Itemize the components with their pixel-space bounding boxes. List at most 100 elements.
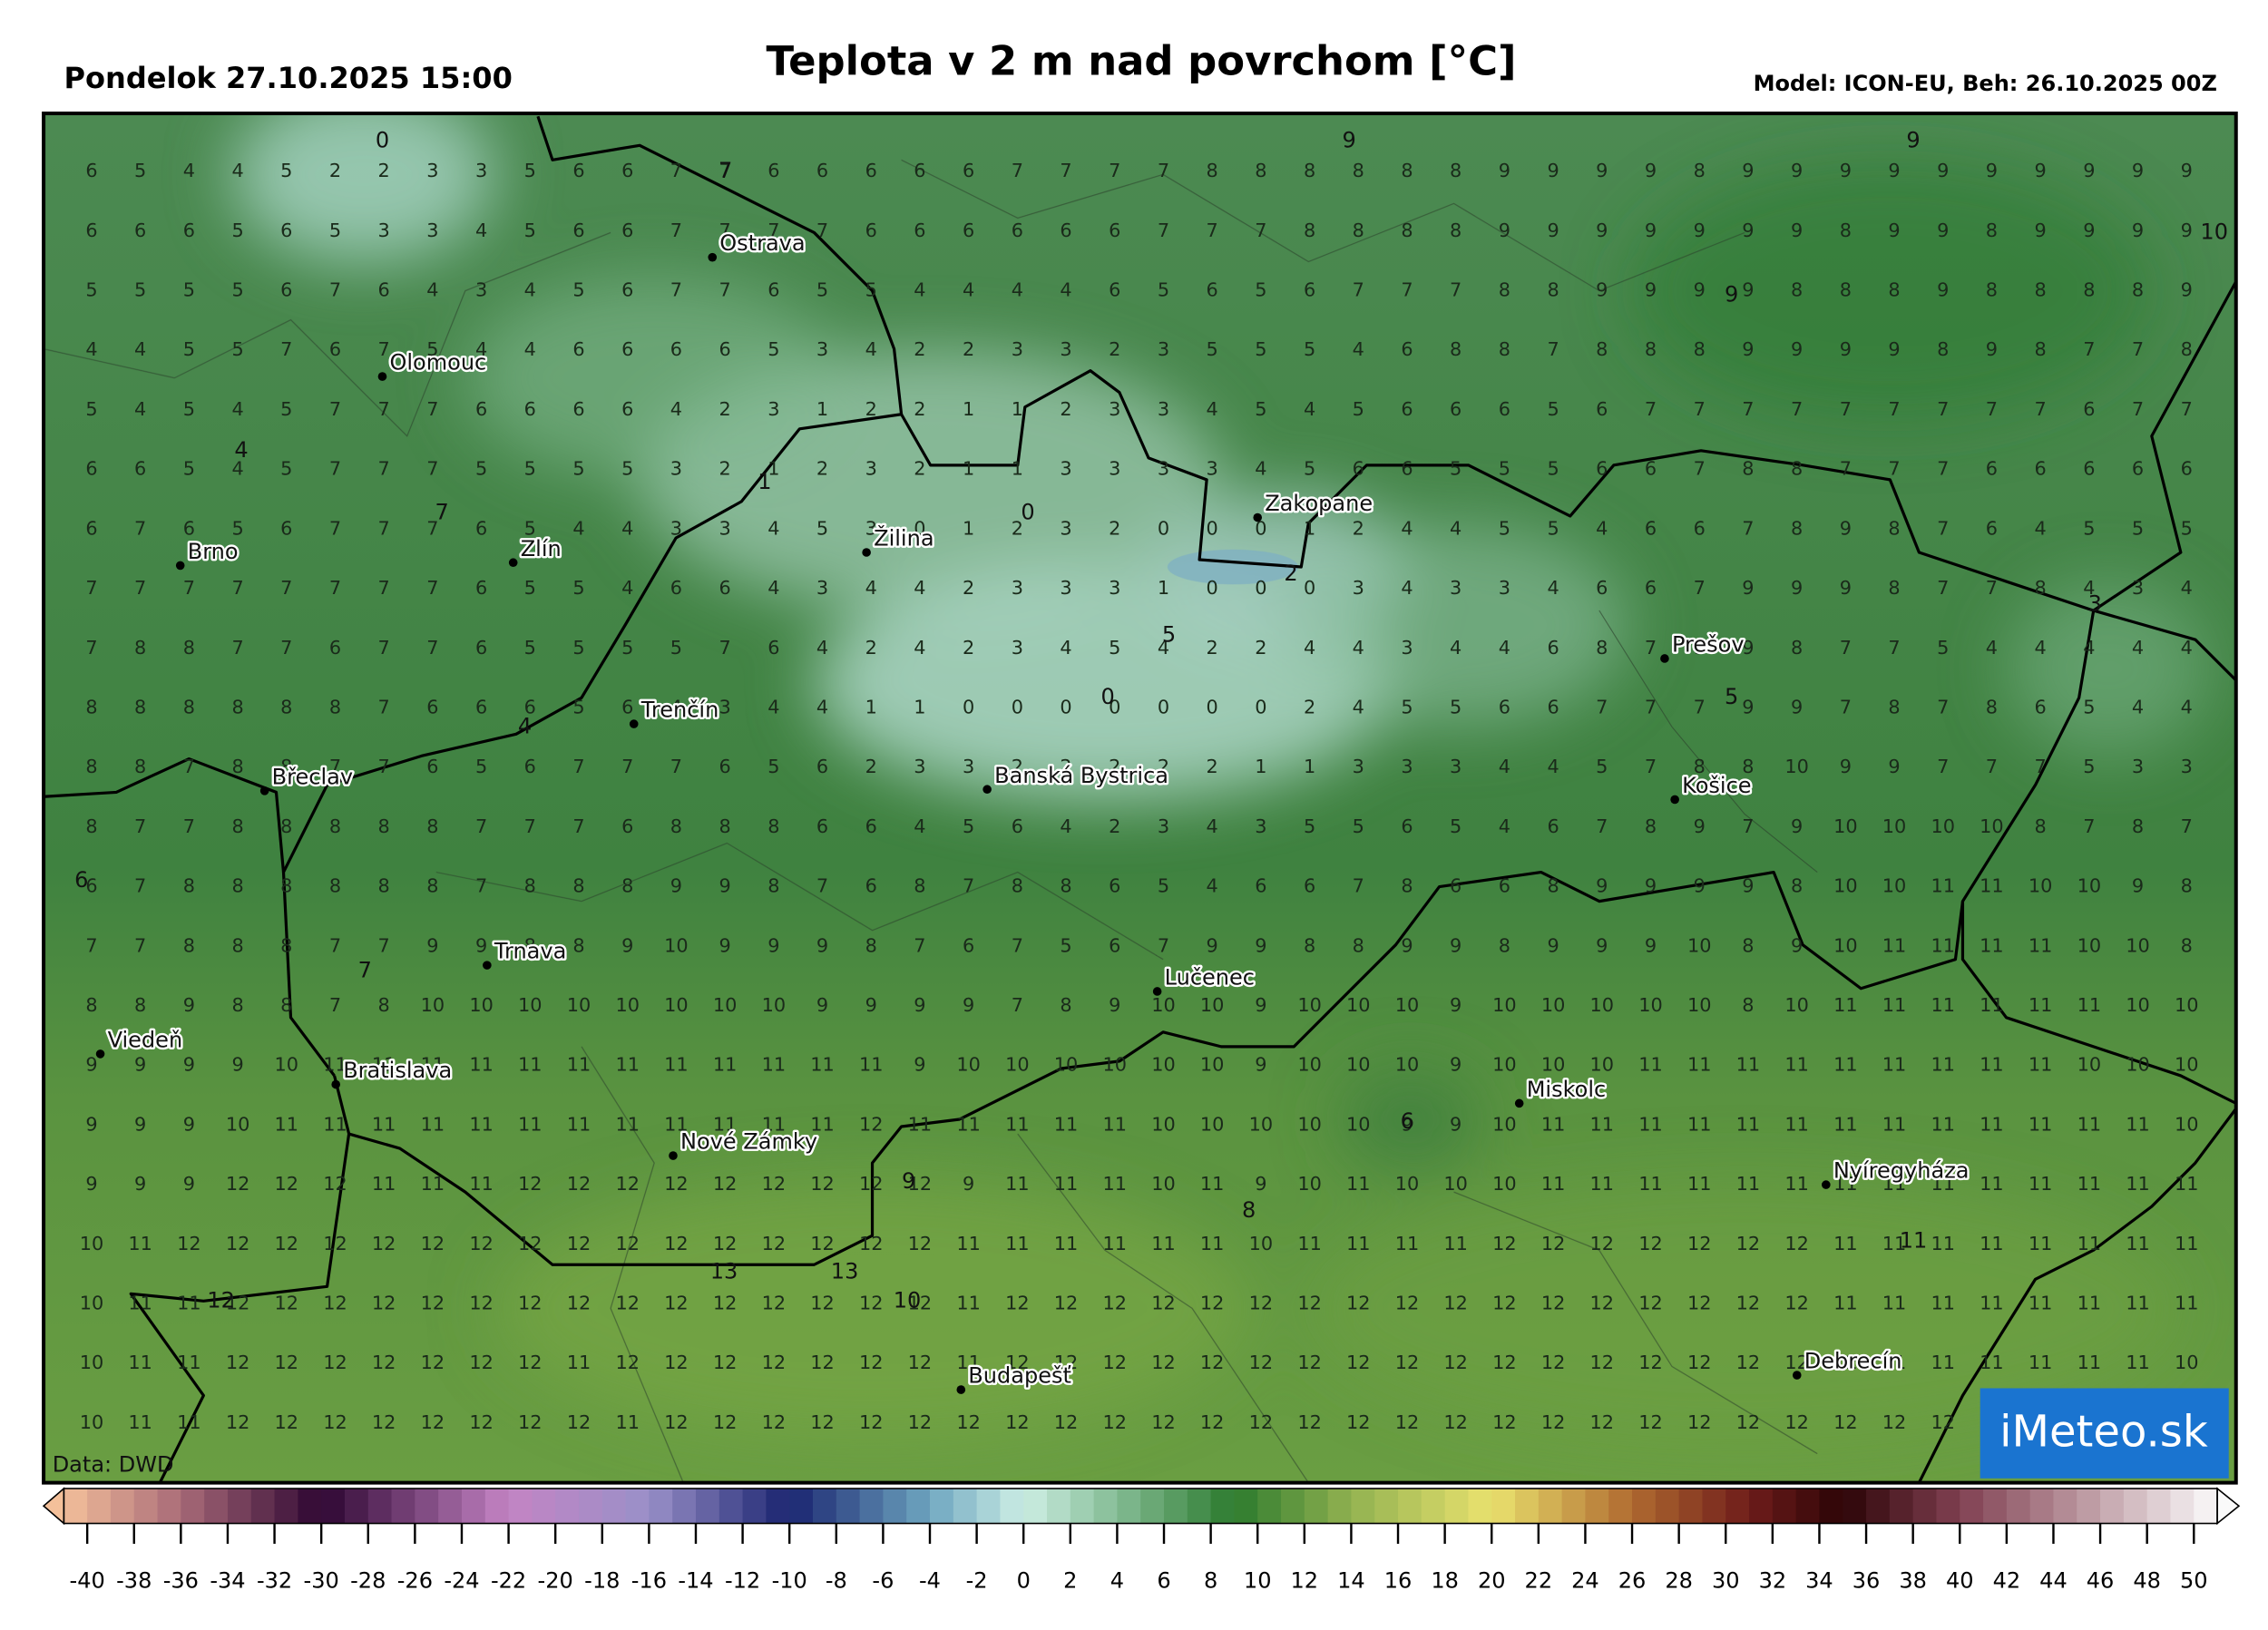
grid-value: 8 [2083, 279, 2095, 301]
grid-value: 8 [231, 934, 243, 956]
grid-value: 7 [378, 696, 390, 717]
grid-value: 7 [378, 577, 390, 599]
grid-value: 6 [524, 756, 536, 777]
grid-value: 11 [1297, 1233, 1322, 1254]
grid-value: 12 [713, 1411, 738, 1433]
grid-value: 2 [914, 398, 925, 420]
grid-value: 11 [2028, 1054, 2053, 1076]
grid-value: 5 [1401, 696, 1413, 717]
grid-value: 11 [1638, 1173, 1663, 1195]
grid-value: 3 [670, 517, 682, 539]
grid-value: 6 [134, 458, 146, 480]
grid-value: 3 [1158, 338, 1169, 360]
grid-value: 10 [2175, 1054, 2199, 1076]
grid-value: 9 [2035, 220, 2047, 241]
grid-value: 3 [2181, 756, 2193, 777]
grid-value: 10 [226, 1113, 250, 1135]
grid-value: 9 [426, 934, 438, 956]
grid-value: 12 [908, 1233, 933, 1254]
grid-value: 8 [2035, 338, 2047, 360]
grid-value: 5 [524, 577, 536, 599]
grid-value: 8 [85, 994, 97, 1016]
colorbar-swatch [2123, 1488, 2148, 1524]
grid-value: 9 [1596, 160, 1608, 181]
grid-value: 9 [1791, 577, 1803, 599]
colorbar-swatch [1819, 1488, 1843, 1524]
grid-value: 12 [1687, 1411, 1712, 1433]
grid-value: 11 [1590, 1173, 1615, 1195]
grid-value: 9 [1547, 220, 1559, 241]
grid-value: 9 [1840, 517, 1852, 539]
grid-value: 6 [1304, 875, 1315, 897]
grid-value: 8 [1742, 994, 1754, 1016]
grid-value: 4 [1547, 756, 1559, 777]
grid-value: 11 [1833, 1233, 1858, 1254]
grid-value: 2 [719, 398, 730, 420]
grid-value: 12 [518, 1411, 543, 1433]
grid-value: 6 [1353, 458, 1364, 480]
grid-value: 12 [908, 1293, 933, 1314]
grid-value: 7 [475, 875, 487, 897]
city-label: Nové Zámky [680, 1129, 817, 1155]
grid-value: 6 [475, 637, 487, 659]
grid-value: 12 [421, 1352, 445, 1373]
grid-value: 9 [1450, 994, 1461, 1016]
city-dot [508, 558, 518, 568]
grid-value: 6 [1255, 875, 1266, 897]
grid-value: 9 [1401, 1113, 1413, 1135]
grid-value: 8 [1986, 696, 1998, 717]
grid-value: 12 [1151, 1352, 1176, 1373]
grid-value: 12 [1736, 1293, 1761, 1314]
grid-value: 12 [1736, 1233, 1761, 1254]
grid-value: 11 [177, 1293, 201, 1314]
grid-value: 4 [816, 696, 828, 717]
grid-value: 11 [2175, 1293, 2199, 1314]
grid-value: 9 [1645, 160, 1657, 181]
grid-value: 11 [372, 1113, 396, 1135]
grid-value: 10 [2175, 994, 2199, 1016]
extreme-value: 5 [1725, 684, 1738, 709]
grid-value: 5 [865, 279, 877, 301]
grid-value: 7 [1888, 637, 1900, 659]
grid-value: 10 [1833, 815, 1858, 837]
grid-value: 9 [2181, 160, 2193, 181]
grid-value: 12 [1882, 1411, 1907, 1433]
grid-value: 2 [329, 160, 341, 181]
grid-value: 11 [1200, 1233, 1225, 1254]
grid-value: 7 [719, 637, 730, 659]
grid-value: 6 [914, 220, 925, 241]
colorbar-swatch [695, 1488, 720, 1524]
grid-value: 6 [280, 517, 292, 539]
grid-value: 10 [664, 934, 689, 956]
colorbar-swatch [344, 1488, 369, 1524]
grid-value: 8 [1742, 458, 1754, 480]
grid-value: 10 [80, 1352, 104, 1373]
grid-value: 2 [1012, 517, 1023, 539]
grid-value: 11 [2077, 1293, 2102, 1314]
grid-value: 12 [226, 1233, 250, 1254]
grid-value: 6 [2132, 458, 2144, 480]
grid-value: 7 [426, 637, 438, 659]
grid-value: 8 [1450, 220, 1461, 241]
colorbar-swatch [1866, 1488, 1891, 1524]
grid-value: 8 [2035, 279, 2047, 301]
grid-value: 3 [816, 577, 828, 599]
grid-value: 5 [280, 458, 292, 480]
city-dot [1792, 1371, 1802, 1380]
colorbar-swatch [1889, 1488, 1914, 1524]
grid-value: 6 [280, 279, 292, 301]
grid-value: 10 [1005, 1054, 1030, 1076]
grid-value: 4 [670, 696, 682, 717]
grid-value: 11 [1980, 934, 2004, 956]
forecast-time: Pondelok 27.10.2025 15:00 [64, 61, 513, 95]
grid-value: 2 [1158, 756, 1169, 777]
grid-value: 11 [1784, 1054, 1809, 1076]
grid-value: 11 [2126, 1233, 2150, 1254]
grid-value: 6 [621, 815, 633, 837]
grid-value: 7 [719, 279, 730, 301]
grid-value: 7 [426, 577, 438, 599]
grid-value: 9 [1645, 279, 1657, 301]
grid-value: 5 [280, 160, 292, 181]
colorbar-swatch [930, 1488, 954, 1524]
